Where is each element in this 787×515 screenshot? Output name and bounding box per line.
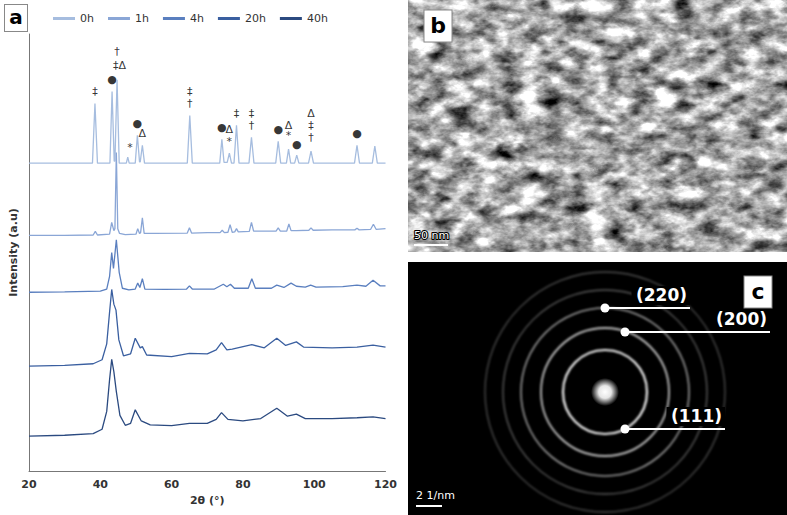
svg-text:(200): (200) xyxy=(716,309,767,329)
svg-text:(220): (220) xyxy=(636,285,687,305)
svg-text:Δ: Δ xyxy=(307,107,315,120)
svg-text:4h: 4h xyxy=(190,12,204,25)
svg-text:20h: 20h xyxy=(245,12,266,25)
svg-text:40: 40 xyxy=(93,478,109,491)
svg-text:100: 100 xyxy=(303,478,326,491)
svg-text:●: ● xyxy=(292,138,302,151)
svg-text:40h: 40h xyxy=(307,12,328,25)
svg-text:1h: 1h xyxy=(135,12,149,25)
svg-text:120: 120 xyxy=(374,478,397,491)
svg-text:50 nm: 50 nm xyxy=(414,229,449,242)
svg-text:‡: ‡ xyxy=(234,107,240,120)
svg-text:*: * xyxy=(227,135,233,148)
svg-text:(111): (111) xyxy=(671,406,722,426)
svg-text:60: 60 xyxy=(164,478,180,491)
svg-text:2 1/nm: 2 1/nm xyxy=(416,489,455,502)
svg-text:20: 20 xyxy=(21,478,37,491)
svg-text:2θ (°): 2θ (°) xyxy=(190,494,225,507)
html-text:● Δ: ● Δ xyxy=(217,120,234,136)
svg-text:80: 80 xyxy=(235,478,251,491)
svg-text:†: † xyxy=(308,131,314,144)
svg-text:●: ● xyxy=(273,123,283,136)
svg-text:†: † xyxy=(114,45,120,58)
svg-text:†: † xyxy=(249,119,255,132)
svg-text:b: b xyxy=(430,13,446,38)
svg-text:*: * xyxy=(286,129,292,142)
svg-text:c: c xyxy=(751,279,764,304)
html-text:a: a xyxy=(9,5,23,29)
svg-text:●: ● xyxy=(352,127,362,140)
svg-text:Δ: Δ xyxy=(284,118,293,132)
svg-text:0h: 0h xyxy=(80,12,94,25)
svg-text:‡: ‡ xyxy=(92,85,98,98)
svg-text:*: * xyxy=(127,141,133,154)
svg-text:Δ: Δ xyxy=(139,127,147,140)
svg-text:‡Δ: ‡Δ xyxy=(113,59,127,72)
svg-text:Intensity (a.u): Intensity (a.u) xyxy=(7,208,20,297)
svg-text:†: † xyxy=(187,97,193,110)
svg-text:●: ● xyxy=(107,73,117,86)
